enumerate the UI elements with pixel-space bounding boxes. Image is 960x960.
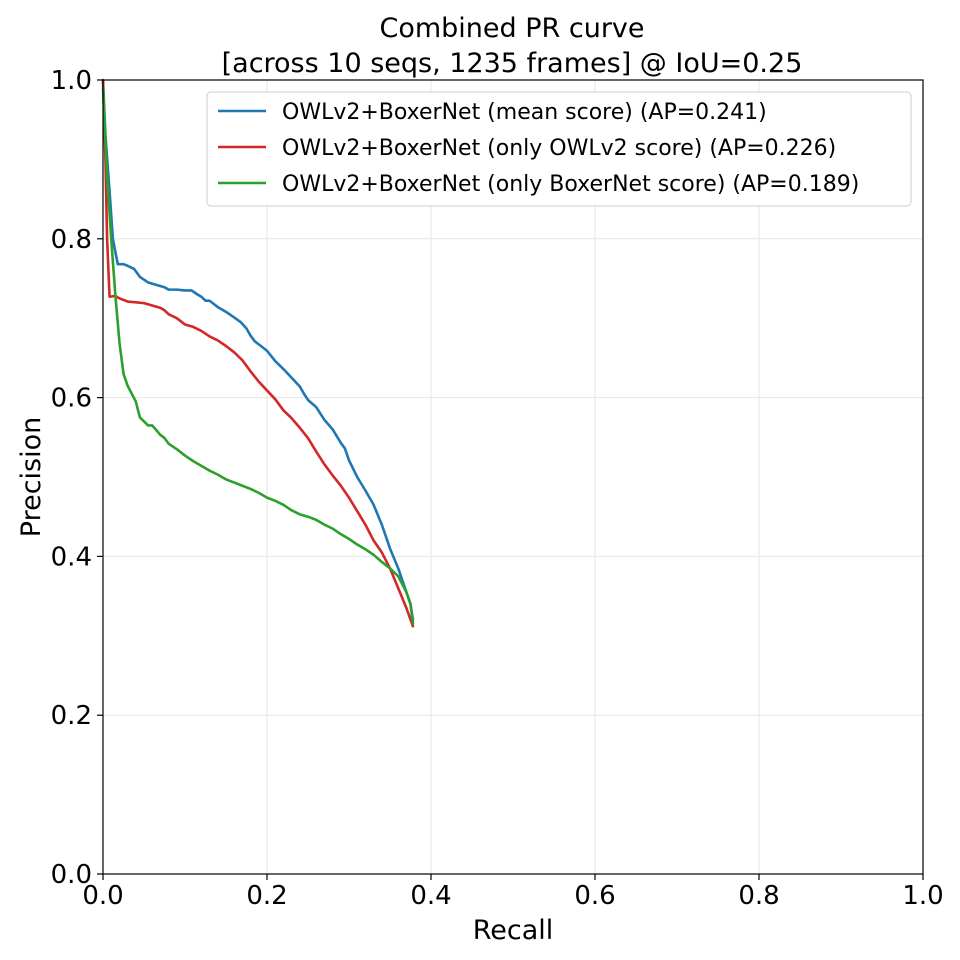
x-tick-label: 0.0	[82, 881, 123, 911]
series-line-mean-score	[101, 78, 415, 622]
plot-frame	[102, 79, 924, 875]
series-group	[101, 78, 415, 628]
chart-subtitle: [across 10 seqs, 1235 frames] @ IoU=0.25	[222, 48, 803, 79]
legend-label-mean-score: OWLv2+BoxerNet (mean score) (AP=0.241)	[282, 100, 767, 125]
y-tick-label: 0.6	[51, 384, 92, 414]
x-axis-label: Recall	[473, 915, 554, 946]
x-tick-label: 0.4	[410, 881, 451, 911]
y-tick-label: 0.4	[51, 542, 92, 572]
legend: OWLv2+BoxerNet (mean score) (AP=0.241) O…	[206, 91, 912, 207]
x-tick-label: 0.8	[738, 881, 779, 911]
series-line-boxernet-score	[101, 86, 415, 626]
y-tick-label: 0.0	[51, 860, 92, 890]
axis-ticks: 0.0 0.2 0.4 0.6 0.8 1.0 0.0 0.2 0.4 0.6 0.8 1.0	[51, 66, 944, 911]
x-tick-label: 1.0	[902, 881, 943, 911]
y-tick-label: 0.8	[51, 225, 92, 255]
y-tick-label: 1.0	[51, 66, 92, 96]
y-tick-label: 0.2	[51, 701, 92, 731]
x-tick-label: 0.2	[246, 881, 287, 911]
legend-label-boxernet-score: OWLv2+BoxerNet (only BoxerNet score) (AP…	[282, 172, 859, 197]
chart-title: Combined PR curve	[379, 13, 644, 44]
series-line-owlv2-score	[101, 78, 415, 628]
y-axis-label: Precision	[16, 417, 47, 537]
legend-label-owlv2-score: OWLv2+BoxerNet (only OWLv2 score) (AP=0.…	[282, 136, 836, 161]
legend-frame	[206, 91, 912, 207]
x-tick-label: 0.6	[574, 881, 615, 911]
